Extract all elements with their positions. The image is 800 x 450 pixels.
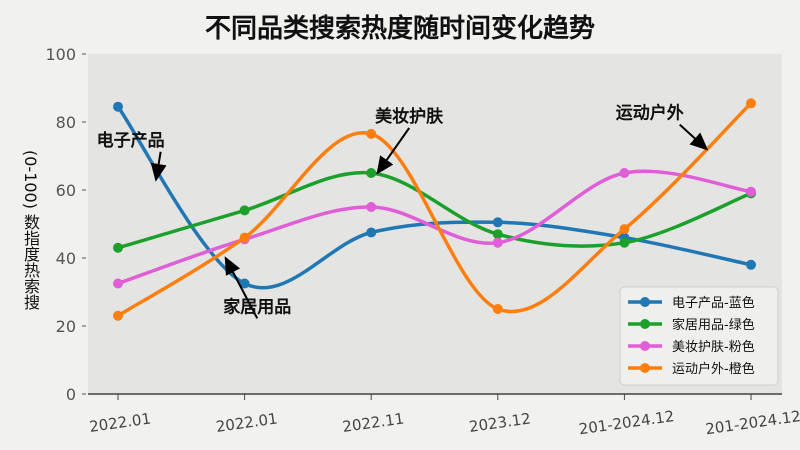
x-tick-label: 2022.01 bbox=[215, 409, 279, 435]
legend-marker bbox=[640, 297, 650, 307]
y-axis-label: (0-100) 数指度热索搜 bbox=[21, 150, 40, 311]
data-point-2 bbox=[746, 186, 756, 197]
y-tick-label: 40 bbox=[56, 249, 76, 268]
chart-title: 不同品类搜索热度随时间变化趋势 bbox=[204, 14, 595, 44]
data-point-3 bbox=[239, 232, 250, 243]
data-point-0 bbox=[492, 217, 503, 228]
annotation-label: 运动户外 bbox=[616, 103, 684, 124]
annotation-label: 电子产品 bbox=[97, 130, 165, 151]
data-point-3 bbox=[746, 98, 756, 109]
y-tick-label: 20 bbox=[56, 317, 76, 336]
legend-marker bbox=[640, 341, 650, 351]
annotation-label: 美妆护肤 bbox=[375, 106, 444, 127]
legend-label: 美妆护肤-粉色 bbox=[672, 339, 755, 355]
annotation-label: 家居用品 bbox=[223, 296, 291, 317]
y-tick-label: 80 bbox=[56, 113, 76, 132]
series-line-1 bbox=[117, 170, 752, 250]
x-tick-label: 2023.12 bbox=[468, 409, 532, 435]
data-point-2 bbox=[619, 168, 630, 178]
x-tick-label: 2022.01 bbox=[88, 409, 152, 435]
data-point-3 bbox=[366, 128, 377, 139]
y-tick-label: 60 bbox=[56, 181, 76, 200]
data-point-0 bbox=[746, 259, 756, 270]
data-point-2 bbox=[113, 278, 123, 289]
annotation-arrow bbox=[376, 127, 410, 175]
data-point-0 bbox=[239, 278, 250, 289]
annotation-arrow bbox=[224, 256, 259, 319]
legend-marker bbox=[640, 363, 650, 373]
legend-label: 电子产品-蓝色 bbox=[672, 295, 755, 311]
data-point-0 bbox=[366, 227, 377, 238]
data-point-1 bbox=[239, 205, 250, 216]
y-tick-label: 0 bbox=[66, 385, 76, 404]
annotation-arrow bbox=[679, 123, 709, 151]
data-point-1 bbox=[619, 237, 630, 248]
x-tick-label: 201-2024.12 bbox=[704, 407, 800, 438]
x-tick-label: 201-2024.12 bbox=[578, 407, 676, 438]
data-point-1 bbox=[366, 168, 377, 178]
legend-label: 运动户外-橙色 bbox=[672, 361, 755, 377]
x-tick-label: 2022.11 bbox=[341, 409, 405, 435]
data-point-0 bbox=[113, 101, 123, 112]
series-line-3 bbox=[117, 102, 753, 318]
data-point-3 bbox=[619, 224, 630, 235]
legend-label: 家居用品-绿色 bbox=[672, 317, 755, 333]
legend-marker bbox=[640, 319, 650, 329]
data-point-1 bbox=[492, 229, 503, 240]
data-point-3 bbox=[113, 310, 123, 321]
annotation-arrow bbox=[150, 151, 167, 182]
data-point-2 bbox=[366, 202, 377, 212]
data-point-2 bbox=[492, 237, 503, 248]
data-point-3 bbox=[492, 304, 503, 314]
y-tick-label: 100 bbox=[45, 45, 76, 64]
legend-box bbox=[619, 286, 779, 386]
data-point-1 bbox=[113, 242, 123, 253]
